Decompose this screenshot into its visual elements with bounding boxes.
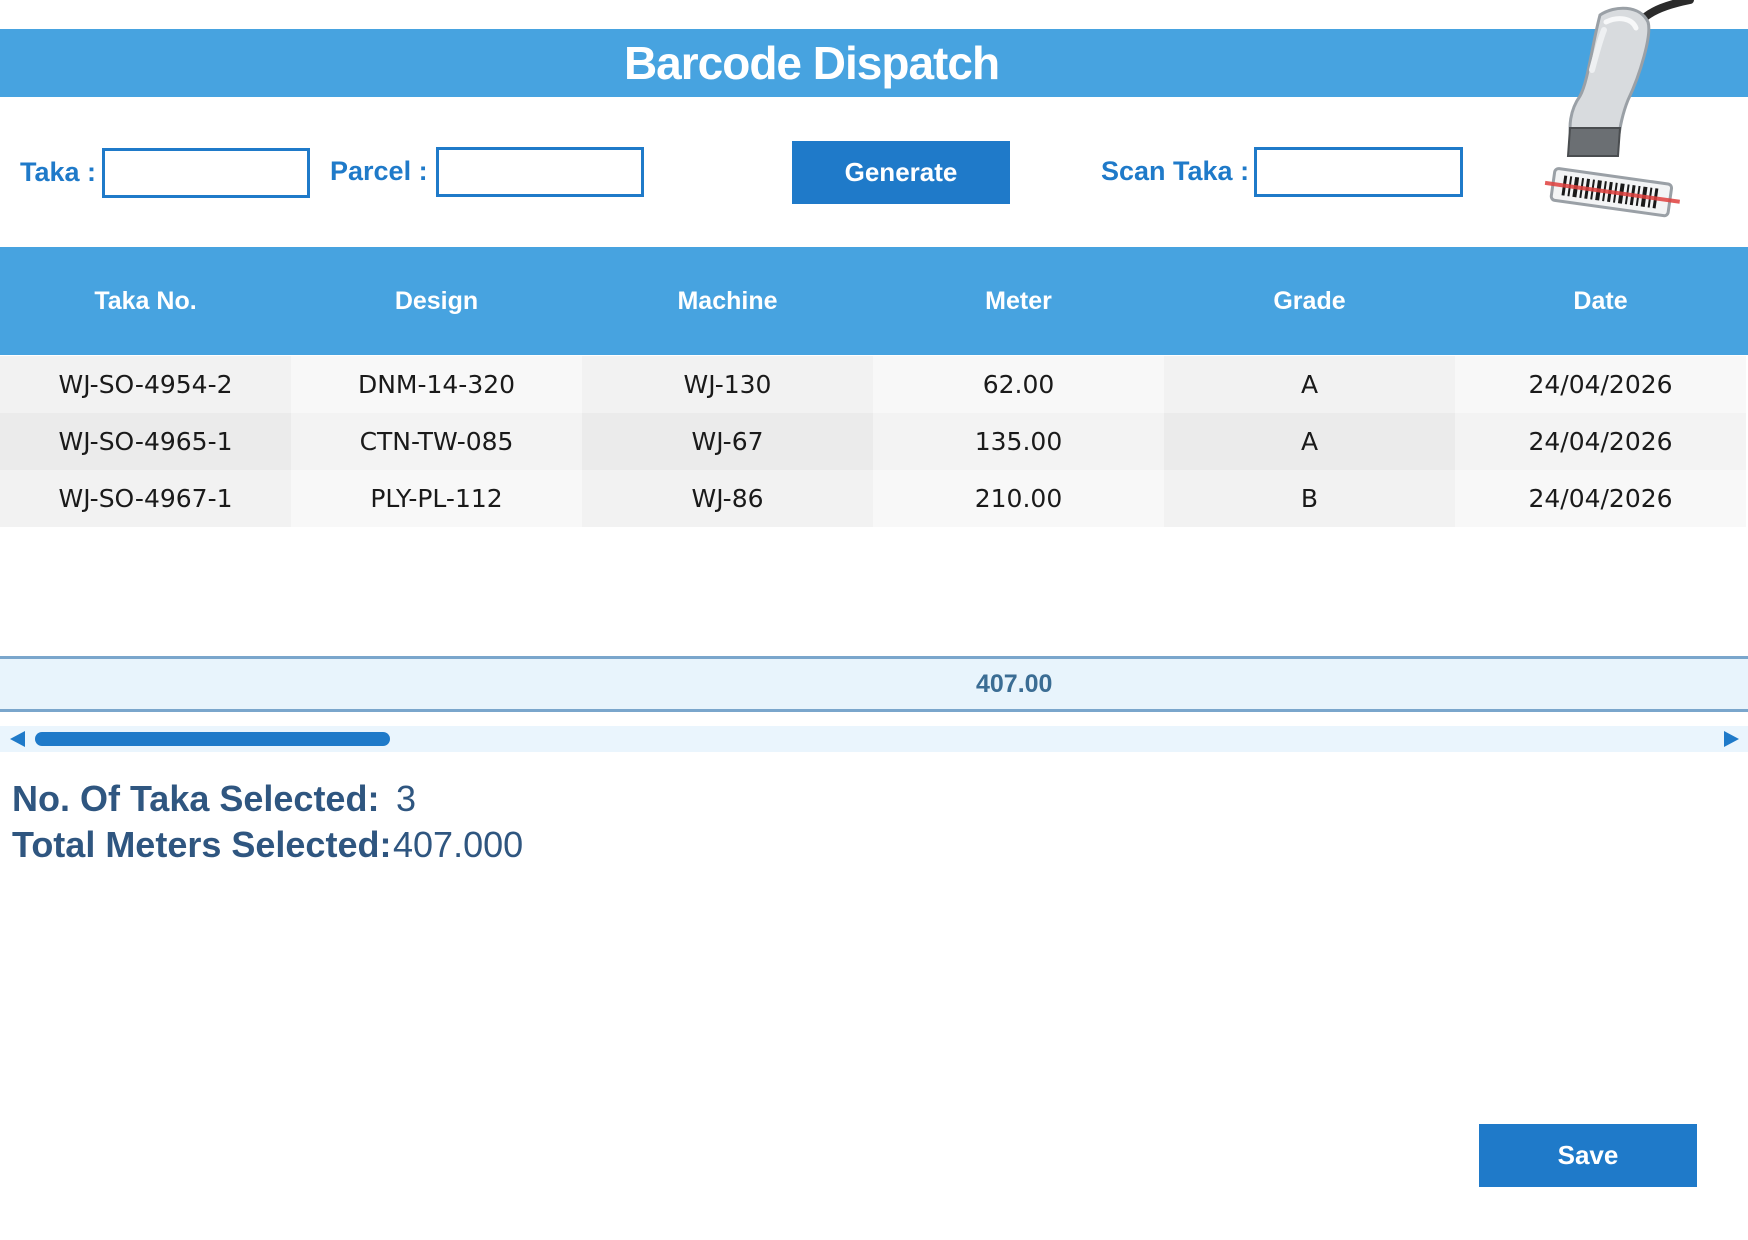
barcode-scanner-icon bbox=[1544, 0, 1694, 218]
table-header: Taka No. Design Machine Meter Grade Date bbox=[0, 247, 1748, 355]
table-row[interactable]: WJ-SO-4965-1 CTN-TW-085 WJ-67 135.00 A 2… bbox=[0, 413, 1748, 470]
cell-meter: 62.00 bbox=[873, 356, 1164, 413]
scan-taka-input[interactable] bbox=[1254, 147, 1463, 197]
cell-grade: B bbox=[1164, 470, 1455, 527]
cell-machine: WJ-67 bbox=[582, 413, 873, 470]
column-header-date[interactable]: Date bbox=[1573, 286, 1628, 315]
scan-taka-label: Scan Taka : bbox=[1101, 156, 1250, 186]
column-header-grade[interactable]: Grade bbox=[1273, 286, 1346, 315]
cell-machine: WJ-130 bbox=[582, 356, 873, 413]
cell-meter: 210.00 bbox=[873, 470, 1164, 527]
page-title: Barcode Dispatch bbox=[623, 37, 1000, 89]
cell-taka-no: WJ-SO-4954-2 bbox=[0, 356, 291, 413]
table-row[interactable]: WJ-SO-4967-1 PLY-PL-112 WJ-86 210.00 B 2… bbox=[0, 470, 1748, 527]
taka-label: Taka : bbox=[20, 157, 97, 187]
cell-design: CTN-TW-085 bbox=[291, 413, 582, 470]
column-header-meter[interactable]: Meter bbox=[985, 286, 1052, 315]
taka-selected-value: 3 bbox=[396, 778, 417, 819]
scrollbar-thumb[interactable] bbox=[35, 732, 390, 746]
total-row: 407.00 bbox=[0, 656, 1748, 712]
taka-selected-label: No. Of Taka Selected: bbox=[12, 778, 380, 819]
scroll-left-icon[interactable] bbox=[10, 731, 25, 747]
column-header-machine[interactable]: Machine bbox=[677, 286, 778, 315]
cell-design: PLY-PL-112 bbox=[291, 470, 582, 527]
taka-input[interactable] bbox=[102, 148, 310, 198]
cell-taka-no: WJ-SO-4965-1 bbox=[0, 413, 291, 470]
title-bar: Barcode Dispatch bbox=[0, 29, 1748, 97]
table-row[interactable]: WJ-SO-4954-2 DNM-14-320 WJ-130 62.00 A 2… bbox=[0, 356, 1748, 413]
parcel-label: Parcel : bbox=[330, 156, 428, 186]
column-header-design[interactable]: Design bbox=[394, 286, 479, 315]
column-header-taka-no[interactable]: Taka No. bbox=[94, 286, 197, 315]
total-meter-value: 407.00 bbox=[976, 669, 1053, 698]
meters-selected-value: 407.000 bbox=[393, 824, 524, 865]
parcel-input[interactable] bbox=[436, 147, 644, 197]
table-body: WJ-SO-4954-2 DNM-14-320 WJ-130 62.00 A 2… bbox=[0, 356, 1748, 527]
generate-button[interactable]: Generate bbox=[792, 141, 1010, 204]
scroll-right-icon[interactable] bbox=[1724, 731, 1739, 747]
cell-meter: 135.00 bbox=[873, 413, 1164, 470]
cell-grade: A bbox=[1164, 413, 1455, 470]
cell-design: DNM-14-320 bbox=[291, 356, 582, 413]
cell-taka-no: WJ-SO-4967-1 bbox=[0, 470, 291, 527]
cell-grade: A bbox=[1164, 356, 1455, 413]
meters-selected-label: Total Meters Selected: bbox=[12, 824, 392, 865]
cell-date: 24/04/2026 bbox=[1455, 470, 1746, 527]
save-button[interactable]: Save bbox=[1479, 1124, 1697, 1187]
cell-date: 24/04/2026 bbox=[1455, 413, 1746, 470]
cell-date: 24/04/2026 bbox=[1455, 356, 1746, 413]
cell-machine: WJ-86 bbox=[582, 470, 873, 527]
horizontal-scrollbar[interactable] bbox=[0, 726, 1748, 752]
